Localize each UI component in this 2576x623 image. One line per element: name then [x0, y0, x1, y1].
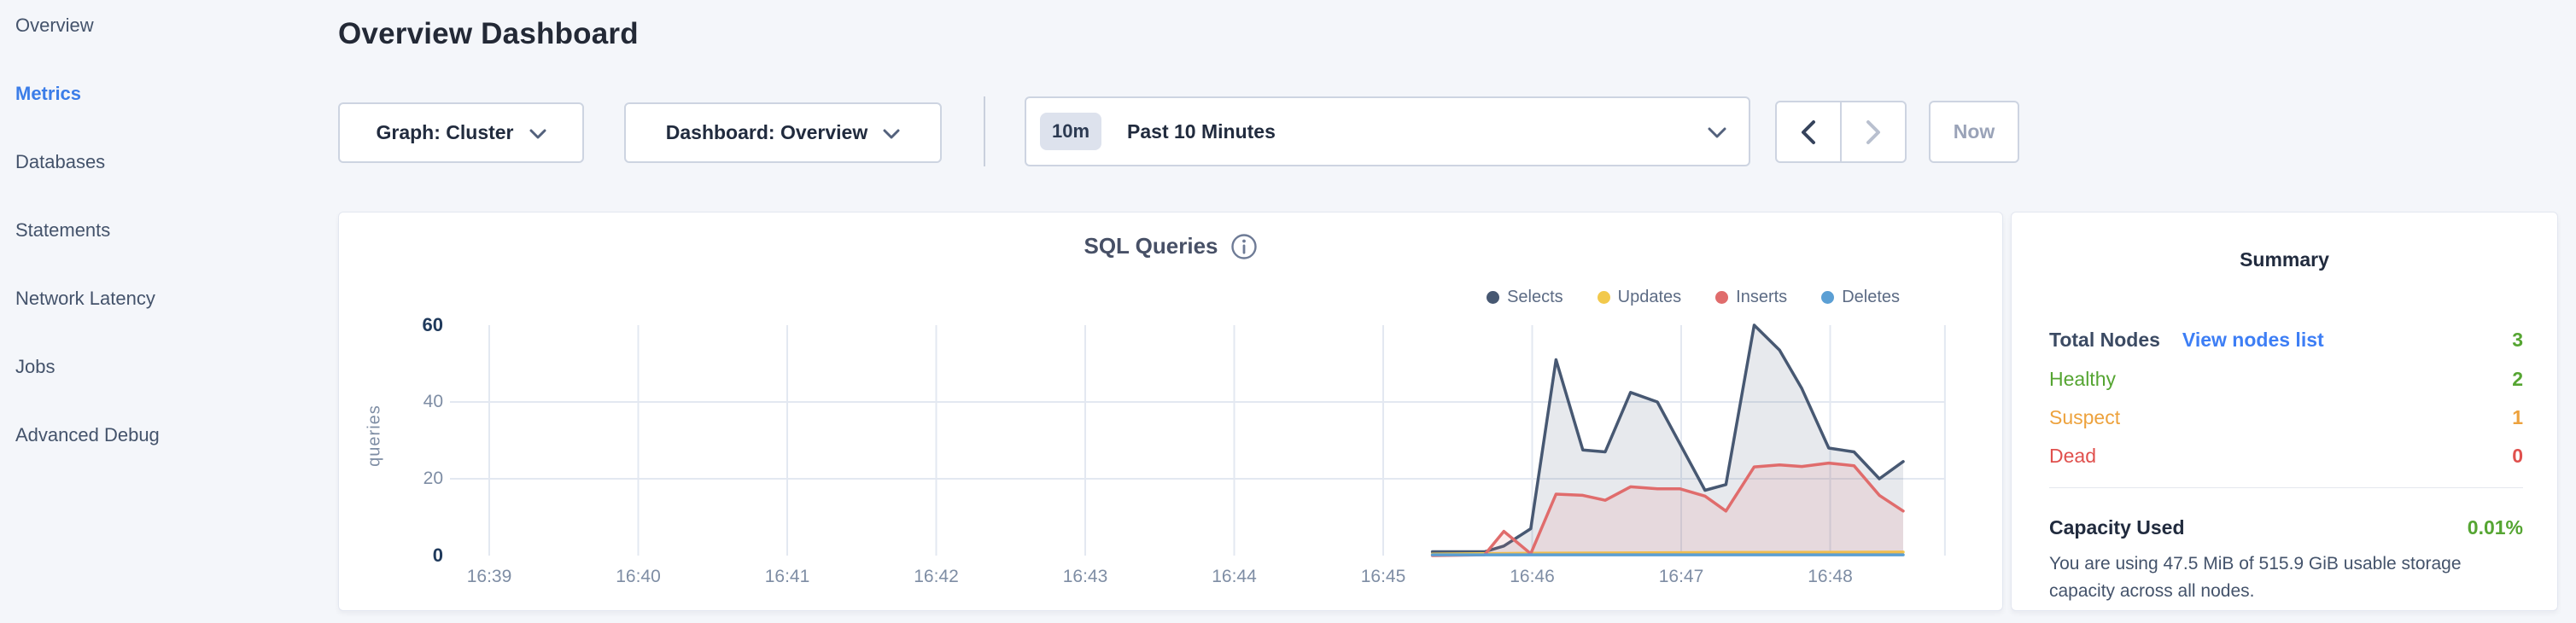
step-forward-button[interactable]	[1842, 102, 1905, 161]
suspect-label: Suspect	[2049, 406, 2121, 428]
legend-item-updates[interactable]: Updates	[1597, 288, 1682, 307]
sidebar-item-jobs[interactable]: Jobs	[15, 356, 55, 377]
summary-panel: Summary Total Nodes View nodes list 3 He…	[2011, 212, 2558, 611]
time-range-label: Past 10 Minutes	[1127, 119, 1276, 143]
now-button[interactable]: Now	[1929, 101, 2019, 163]
button-divider	[1840, 102, 1842, 161]
x-axis-tick-label: 16:45	[1360, 567, 1406, 586]
dead-nodes-row: Dead 0	[2049, 445, 2523, 468]
time-step-buttons	[1775, 101, 1907, 163]
x-axis-tick-label: 16:41	[764, 567, 810, 586]
dashboard-dropdown-label: Dashboard: Overview	[665, 121, 868, 143]
x-axis-tick-label: 16:43	[1062, 567, 1108, 586]
total-nodes-value: 3	[2512, 329, 2523, 351]
healthy-label: Healthy	[2049, 368, 2116, 390]
chart-legend: Selects Updates Inserts Deletes	[1452, 288, 1900, 307]
dashboard-dropdown[interactable]: Dashboard: Overview	[624, 102, 942, 163]
chart-title: SQL Queries	[1084, 232, 1218, 259]
sql-queries-chart-card: SQL Queries Selects Updates Inserts Deletes…	[338, 212, 2003, 611]
dead-label: Dead	[2049, 445, 2096, 467]
healthy-value: 2	[2512, 368, 2523, 390]
y-axis-tick-label: 60	[422, 314, 443, 335]
x-axis-tick-label: 16:39	[466, 567, 512, 586]
graph-scope-dropdown-label: Graph: Cluster	[376, 121, 514, 143]
graph-scope-dropdown[interactable]: Graph: Cluster	[338, 102, 584, 163]
x-axis-tick-label: 16:44	[1212, 567, 1257, 586]
x-axis-tick-label: 16:47	[1658, 567, 1704, 586]
view-nodes-list-link[interactable]: View nodes list	[2182, 329, 2324, 351]
sidebar-nav: Overview Metrics Databases Statements Networ…	[15, 14, 323, 492]
sidebar-item-databases[interactable]: Databases	[15, 151, 106, 172]
sidebar-item-overview[interactable]: Overview	[15, 15, 94, 36]
x-axis-tick-label: 16:42	[914, 567, 959, 586]
capacity-used-label: Capacity Used	[2049, 516, 2185, 539]
sidebar-item-network-latency[interactable]: Network Latency	[15, 288, 155, 309]
page-title: Overview Dashboard	[338, 17, 639, 50]
legend-label-deletes: Deletes	[1842, 288, 1900, 306]
legend-item-deletes[interactable]: Deletes	[1821, 288, 1900, 307]
legend-dot-selects	[1487, 291, 1500, 304]
x-axis-tick-label: 16:48	[1808, 567, 1853, 586]
healthy-nodes-row: Healthy 2	[2049, 368, 2523, 391]
capacity-description: You are using 47.5 MiB of 515.9 GiB usab…	[2049, 554, 2462, 601]
summary-title: Summary	[2240, 248, 2329, 271]
x-axis-tick-label: 16:40	[616, 567, 661, 586]
chevron-down-icon	[529, 129, 546, 139]
sidebar-item-advanced-debug[interactable]: Advanced Debug	[15, 424, 160, 445]
y-axis-tick-label: 0	[432, 544, 443, 566]
step-back-button[interactable]	[1777, 102, 1840, 161]
chevron-right-icon	[1866, 119, 1880, 144]
info-icon[interactable]	[1230, 233, 1258, 260]
total-nodes-label: Total Nodes	[2049, 329, 2160, 351]
legend-item-selects[interactable]: Selects	[1487, 288, 1563, 307]
x-axis-tick-label: 16:46	[1510, 567, 1555, 586]
legend-dot-deletes	[1821, 291, 1835, 304]
chevron-left-icon	[1802, 119, 1816, 144]
legend-label-inserts: Inserts	[1736, 288, 1788, 306]
now-button-label: Now	[1953, 120, 1995, 143]
suspect-nodes-row: Suspect 1	[2049, 406, 2523, 429]
y-axis-tick-label: 40	[423, 392, 443, 411]
toolbar-divider	[984, 96, 985, 166]
capacity-used-row: Capacity Used 0.01%	[2049, 516, 2523, 539]
legend-dot-updates	[1597, 291, 1610, 304]
sidebar-item-statements[interactable]: Statements	[15, 219, 111, 241]
dead-value: 0	[2512, 445, 2523, 467]
legend-item-inserts[interactable]: Inserts	[1715, 288, 1787, 307]
time-range-dropdown[interactable]: 10m Past 10 Minutes	[1025, 96, 1750, 166]
time-range-badge: 10m	[1040, 113, 1102, 150]
capacity-used-value: 0.01%	[2467, 516, 2523, 539]
chart-plot	[450, 323, 1946, 557]
total-nodes-row: Total Nodes View nodes list 3	[2049, 329, 2523, 352]
sidebar-item-metrics[interactable]: Metrics	[15, 83, 82, 104]
legend-label-updates: Updates	[1617, 288, 1682, 306]
chevron-down-icon	[1708, 127, 1726, 138]
series-line-selects	[1430, 323, 1905, 554]
summary-divider	[2049, 487, 2523, 488]
chevron-down-icon	[883, 129, 900, 139]
legend-dot-inserts	[1715, 291, 1729, 304]
y-axis-tick-label: 20	[423, 469, 443, 488]
legend-label-selects: Selects	[1507, 288, 1563, 306]
suspect-value: 1	[2512, 406, 2523, 428]
